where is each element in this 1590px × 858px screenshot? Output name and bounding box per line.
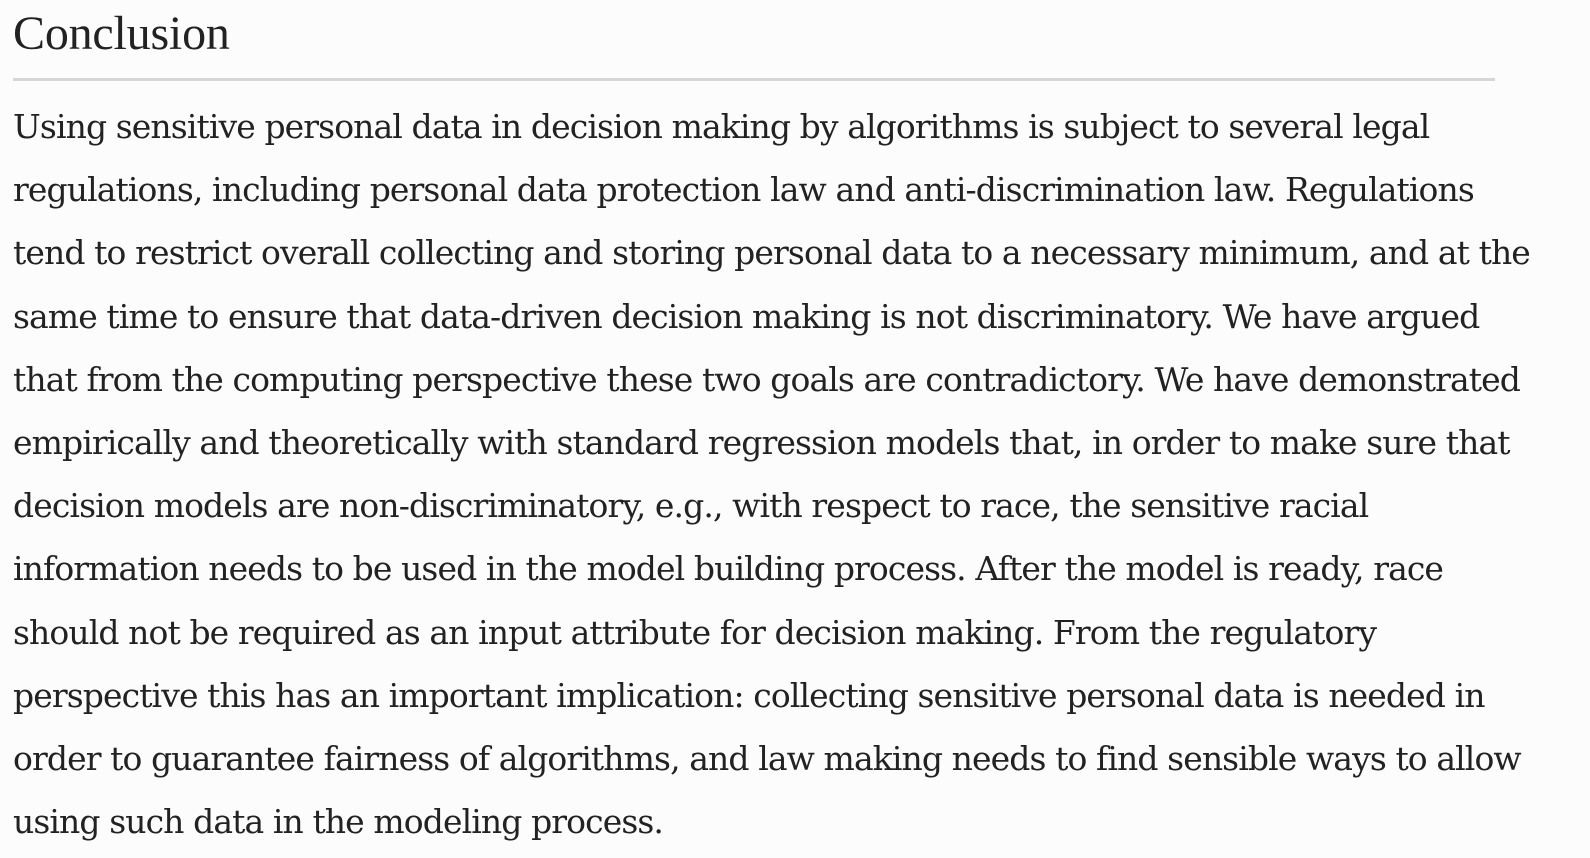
paragraph-line: Using sensitive personal data in decisio… — [13, 107, 1430, 146]
paragraph-line: regulations, including personal data pro… — [13, 170, 1475, 210]
paragraph-line: should not be required as an input attri… — [13, 612, 1377, 652]
paragraph-line: using such data in the modeling process. — [13, 802, 664, 842]
conclusion-paragraph: Using sensitive personal data in decisio… — [13, 95, 1531, 853]
paragraph-line: decision models are non-discriminatory, … — [13, 486, 1369, 526]
paragraph-line: order to guarantee fairness of algorithm… — [13, 739, 1522, 779]
section-heading: Conclusion — [13, 7, 230, 60]
paragraph-line: tend to restrict overall collecting and … — [13, 233, 1531, 273]
paragraph-line: information needs to be used in the mode… — [13, 549, 1444, 589]
paragraph-line: perspective this has an important implic… — [13, 675, 1486, 715]
conclusion-section: Conclusion Using sensitive personal data… — [13, 0, 1531, 853]
paragraph-line: same time to ensure that data-driven dec… — [13, 296, 1480, 336]
paragraph-line: that from the computing perspective thes… — [13, 359, 1521, 399]
heading-divider — [13, 78, 1495, 81]
paragraph-line: empirically and theoretically with stand… — [13, 423, 1511, 463]
